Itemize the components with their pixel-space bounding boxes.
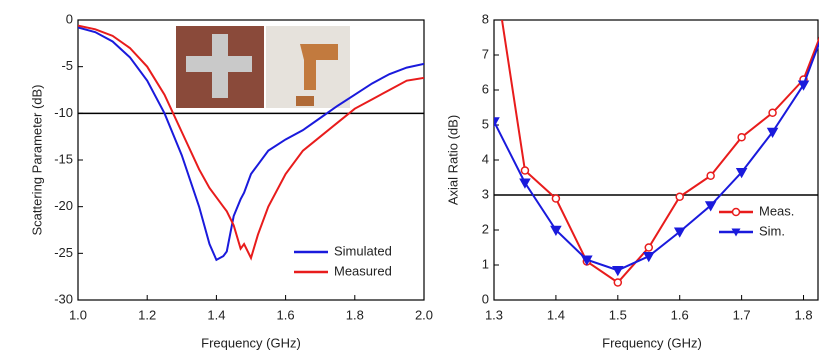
point-marker	[642, 252, 655, 263]
plot-area	[78, 24, 424, 262]
photo-connector	[296, 96, 314, 106]
point-marker	[613, 278, 623, 287]
legend-label: Simulated	[334, 243, 392, 258]
x-tick-label: 1.8	[794, 307, 812, 322]
point-marker	[797, 80, 810, 91]
point-marker	[551, 194, 561, 203]
x-tick-label: 1.4	[207, 307, 225, 322]
y-tick-label: 8	[482, 11, 489, 26]
x-axis-title: Frequency (GHz)	[201, 335, 301, 350]
point-marker	[520, 166, 530, 175]
photo-cross-h	[186, 56, 252, 72]
legend-label: Sim.	[759, 223, 785, 238]
inset-photos	[176, 26, 350, 108]
y-tick-label: -30	[54, 291, 73, 306]
point-marker	[706, 171, 715, 180]
x-tick-label: 1.2	[138, 307, 156, 322]
x-tick-label: 1.5	[609, 307, 627, 322]
y-tick-label: 4	[482, 151, 489, 166]
y-tick-label: -5	[61, 58, 73, 73]
legend-marker	[731, 207, 741, 217]
x-tick-label: 1.0	[69, 307, 87, 322]
y-tick-label: -20	[54, 198, 73, 213]
legend-marker	[731, 228, 741, 237]
x-tick-label: 2.0	[415, 307, 433, 322]
point-marker	[519, 178, 531, 189]
y-tick-label: 0	[66, 11, 73, 26]
x-tick-label: 1.4	[547, 307, 565, 322]
y-tick-label: 6	[482, 81, 489, 96]
point-marker	[612, 266, 624, 277]
plot-area	[494, 20, 819, 287]
y-tick-label: 5	[482, 116, 489, 131]
point-marker	[737, 133, 746, 142]
y-tick-label: -15	[54, 151, 73, 166]
y-tick-label: 2	[482, 221, 489, 236]
point-marker	[768, 108, 777, 117]
series-line	[78, 24, 424, 261]
y-tick-label: -25	[54, 245, 73, 260]
x-axis-title: Frequency (GHz)	[602, 335, 702, 350]
y-axis-title: Scattering Parameter (dB)	[29, 84, 44, 235]
point-marker	[675, 192, 684, 201]
plot-frame	[493, 19, 819, 301]
y-tick-label: 1	[482, 256, 489, 271]
y-tick-label: 7	[482, 46, 489, 61]
point-marker	[735, 168, 748, 179]
x-tick-label: 1.7	[733, 307, 751, 322]
series-line	[494, 40, 819, 272]
y-axis-title: Axial Ratio (dB)	[445, 115, 460, 205]
point-marker	[644, 243, 654, 252]
legend-label: Measured	[334, 263, 392, 278]
x-tick-label: 1.3	[485, 307, 503, 322]
point-marker	[704, 201, 717, 212]
y-tick-label: -10	[54, 105, 73, 120]
point-marker	[494, 117, 500, 128]
y-tick-label: 0	[482, 291, 489, 306]
x-tick-label: 1.6	[671, 307, 689, 322]
point-marker	[581, 255, 593, 266]
point-marker	[673, 227, 686, 238]
photo-feed-line	[300, 44, 338, 90]
x-tick-label: 1.6	[277, 307, 295, 322]
series-line	[78, 26, 424, 262]
y-tick-label: 3	[482, 186, 489, 201]
point-marker	[550, 225, 562, 237]
legend-label: Meas.	[759, 203, 794, 218]
x-tick-label: 1.8	[346, 307, 364, 322]
series-line	[500, 20, 819, 284]
point-marker	[766, 127, 779, 139]
